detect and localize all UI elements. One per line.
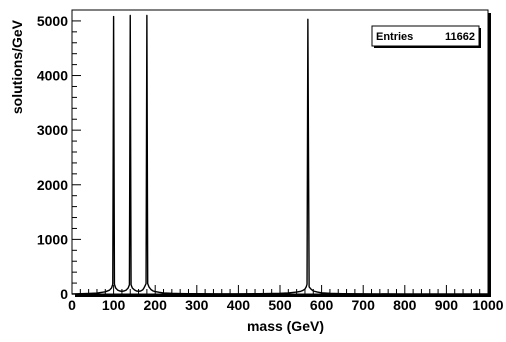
y-tick-label: 4000 — [37, 68, 68, 84]
x-axis-title: mass (GeV) — [247, 318, 324, 334]
frame-shadow-bottom — [75, 294, 491, 297]
axes: 0 100 200 300 400 500 600 700 800 900 1000 0 1000 200… — [9, 9, 504, 334]
y-tick-label: 3000 — [37, 122, 68, 138]
x-tick-label: 200 — [144, 297, 168, 313]
stats-entries-label: Entries — [376, 31, 413, 43]
x-tick-label: 800 — [393, 297, 417, 313]
x-tick-label: 500 — [268, 297, 292, 313]
frame-shadow-right — [488, 13, 491, 297]
plot-frame — [71, 9, 489, 295]
series-layer — [71, 14, 488, 295]
x-tick-label: 900 — [435, 297, 459, 313]
x-tick-label: 600 — [310, 297, 334, 313]
plot-area — [71, 9, 491, 297]
stats-box: Entries 11662 — [371, 25, 481, 48]
y-tick-label: 5000 — [37, 13, 68, 29]
x-tick-label: 100 — [102, 297, 126, 313]
x-tick-label: 0 — [68, 297, 76, 313]
y-tick-label: 2000 — [37, 177, 68, 193]
series-line-0 — [71, 14, 488, 295]
x-tick-label: 1000 — [472, 297, 503, 313]
y-axis-title: solutions/GeV — [9, 19, 25, 114]
x-tick-label: 700 — [352, 297, 376, 313]
x-tick-label: 300 — [185, 297, 209, 313]
y-tick-label: 1000 — [37, 231, 68, 247]
stats-entries-value: 11662 — [445, 31, 475, 43]
y-tick-label: 0 — [60, 286, 68, 302]
x-tick-label: 400 — [227, 297, 251, 313]
stats-box-frame — [371, 25, 480, 47]
